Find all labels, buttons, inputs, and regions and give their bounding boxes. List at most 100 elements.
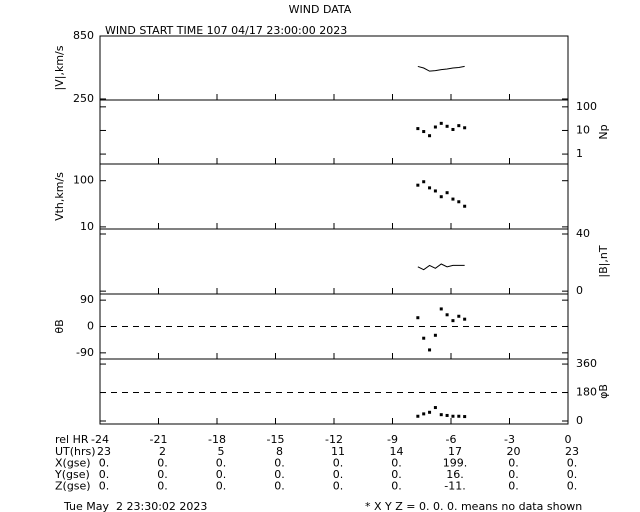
subtitle: WIND START TIME 107 04/17 23:00:00 2023 [105,24,347,37]
table-cell: 0. [99,468,110,481]
panel-frame [99,358,569,425]
data-point [439,195,443,199]
panel-frame [99,163,569,230]
table-cell: 0. [508,480,519,493]
x-tick-label: -12 [325,433,343,446]
table-cell: 0. [333,457,344,470]
table-cell: 0. [274,480,285,493]
table-cell: 0. [508,468,519,481]
table-cell: 0. [333,468,344,481]
table-cell: 0. [216,480,227,493]
y-tick-label: 0 [576,414,583,427]
data-point [445,313,449,317]
table-cell: 0. [333,480,344,493]
data-point [428,134,432,138]
table-cell: 0. [157,457,168,470]
data-point [463,204,467,208]
data-point [439,121,443,125]
footer-note: * X Y Z = 0. 0. 0. means no data shown [365,500,582,512]
data-point [422,180,426,184]
x-tick-label: 0 [565,433,572,446]
x-tick-label: -15 [267,433,285,446]
table-cell: 199. [443,457,468,470]
table-cell: 0. [567,468,578,481]
y-tick-label: 100 [576,100,597,113]
y-tick-label: 100 [73,174,94,187]
table-cell: 0. [216,468,227,481]
table-cell: 0. [274,468,285,481]
data-point [451,127,455,131]
x-tick-label: -24 [91,433,109,446]
data-point [433,125,437,129]
table-cell: 0. [508,457,519,470]
y-tick-label: 40 [576,227,590,240]
table-cell: 23 [97,445,111,458]
data-point [433,333,437,337]
table-cell: 0. [274,457,285,470]
table-cell: 0. [99,457,110,470]
y-axis-label: |B|,nT [597,245,610,277]
data-point [457,200,461,204]
y-tick-label: 850 [73,29,94,42]
data-point [416,183,420,187]
table-cell: 17 [448,445,462,458]
footer-date: Tue May 2 23:30:02 2023 [63,500,207,512]
row-label: Y(gse) [54,468,90,481]
y-tick-label: 10 [576,123,590,136]
y-axis-label: θB [53,319,66,333]
y-tick-label: 10 [80,220,94,233]
table-cell: 0. [391,480,402,493]
table-cell: 0. [391,468,402,481]
data-point [463,415,467,419]
table-cell: 23 [565,445,579,458]
data-point [422,130,426,134]
table-cell: 0. [391,457,402,470]
data-point [428,186,432,190]
x-tick-label: -18 [208,433,226,446]
row-label: rel HR [55,433,89,446]
row-label: Z(gse) [55,480,91,493]
data-point [433,406,437,410]
y-tick-label: 90 [80,293,94,306]
x-tick-label: -21 [150,433,168,446]
data-point [416,316,420,320]
y-axis-label: φB [597,384,610,399]
data-line [417,263,465,271]
table-cell: 16. [446,468,464,481]
y-axis-label: |V|,km/s [53,45,66,90]
y-tick-label: 0 [576,284,583,297]
data-point [457,414,461,418]
data-point [463,126,467,130]
data-point [422,412,426,416]
data-point [416,414,420,418]
data-point [422,336,426,340]
panel-frame [99,99,569,165]
row-label: UT(hrs) [55,445,96,458]
data-point [451,414,455,418]
title: WIND DATA [289,3,352,16]
y-axis-label: Np [597,124,610,139]
table-cell: 0. [216,457,227,470]
x-tick-label: -6 [446,433,457,446]
panel-frame [99,35,569,101]
data-point [451,319,455,323]
data-point [451,197,455,201]
y-tick-label: -90 [76,346,94,359]
data-point [439,413,443,417]
table-cell: 20 [507,445,521,458]
y-axis-label: Vth,km/s [53,172,66,221]
data-point [428,410,432,414]
y-tick-label: 360 [576,357,597,370]
data-point [416,127,420,131]
x-tick-label: -9 [387,433,398,446]
panel-frame [99,228,569,295]
data-point [439,307,443,311]
table-cell: 0. [157,480,168,493]
table-cell: 0. [567,480,578,493]
table-cell: 14 [390,445,404,458]
data-point [428,348,432,352]
table-cell: 2 [159,445,166,458]
data-point [445,191,449,195]
table-cell: -11. [444,480,465,493]
